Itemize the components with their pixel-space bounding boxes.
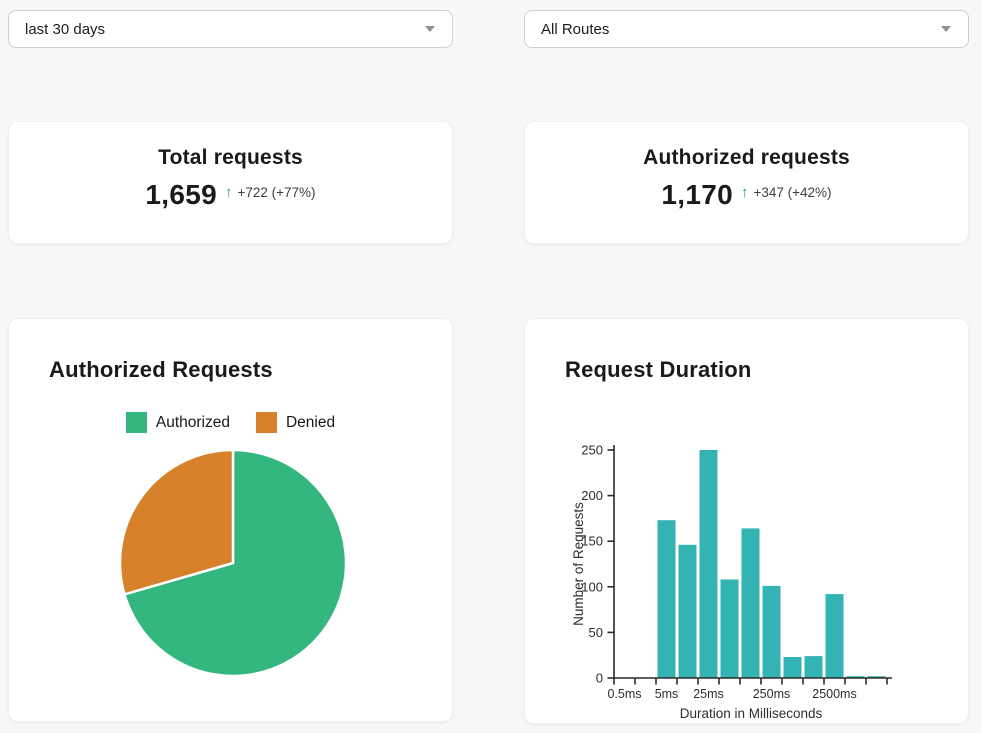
bar [825,594,844,678]
stat-value: 1,659 [145,179,217,210]
bar [657,520,676,678]
stat-value: 1,170 [661,179,733,210]
y-tick-label: 150 [581,534,603,549]
pie-chart-title: Authorized Requests [49,357,273,382]
y-axis-title: Number of Requests [571,502,586,626]
bar-chart: 0 50 100 150 200 250 0.5ms 5ms 25ms 250ms 2500ms Du… [571,443,892,721]
stat-delta: +722 (+77%) [237,184,316,200]
bar [846,676,865,678]
denied-swatch-icon [255,412,277,433]
routes-value: All Routes [541,20,610,38]
authorized-swatch-icon [125,412,147,433]
bar [678,544,697,678]
pie-legend: Authorized Denied [9,412,452,433]
y-tick-label: 250 [581,443,603,458]
bar [783,657,802,678]
routes-select[interactable]: All Routes [524,10,969,48]
legend-label: Denied [285,413,336,431]
bar [741,528,760,678]
x-tick-label: 250ms [753,687,791,701]
chevron-down-icon [941,26,951,32]
bar [762,585,781,678]
stat-title: Total requests [158,146,303,169]
legend-item-authorized[interactable]: Authorized [125,412,230,433]
stat-delta: +347 (+42%) [753,184,832,200]
bar [699,450,718,678]
trend-up-arrow-icon: ↑ [741,183,749,201]
y-tick-label: 100 [581,579,603,594]
authorized-requests-pie-card: Authorized Requests Authorized Denied [8,318,453,722]
pie-chart [118,448,348,678]
y-tick-label: 0 [596,671,603,686]
x-tick-label: 0.5ms [607,687,641,701]
time-range-value: last 30 days [25,20,106,38]
x-tick-label: 25ms [693,687,724,701]
chevron-down-icon [425,26,435,32]
bar-chart-title: Request Duration [565,357,752,382]
trend-up-arrow-icon: ↑ [225,183,233,201]
y-tick-label: 200 [581,488,603,503]
legend-item-denied[interactable]: Denied [255,412,336,433]
legend-label: Authorized [155,413,230,431]
x-tick-label: 2500ms [812,687,856,701]
total-requests-card: Total requests 1,659 ↑ +722 (+77%) [8,121,453,244]
bar [804,656,823,678]
request-duration-bar-card: Request Duration 0 50 100 150 200 250 0.5ms 5ms… [524,318,969,724]
pie-slice-authorized [123,448,348,678]
x-tick-label: 5ms [655,687,679,701]
authorized-requests-card: Authorized requests 1,170 ↑ +347 (+42%) [524,121,969,244]
stat-value-row: 1,170 ↑ +347 (+42%) [661,179,831,211]
x-axis-title: Duration in Milliseconds [680,706,823,721]
bar [720,579,739,678]
stat-title: Authorized requests [643,146,850,169]
y-tick-label: 50 [589,625,603,640]
time-range-select[interactable]: last 30 days [8,10,453,48]
pie-slice-denied [118,448,235,596]
bar [867,676,886,678]
stat-value-row: 1,659 ↑ +722 (+77%) [145,179,315,211]
